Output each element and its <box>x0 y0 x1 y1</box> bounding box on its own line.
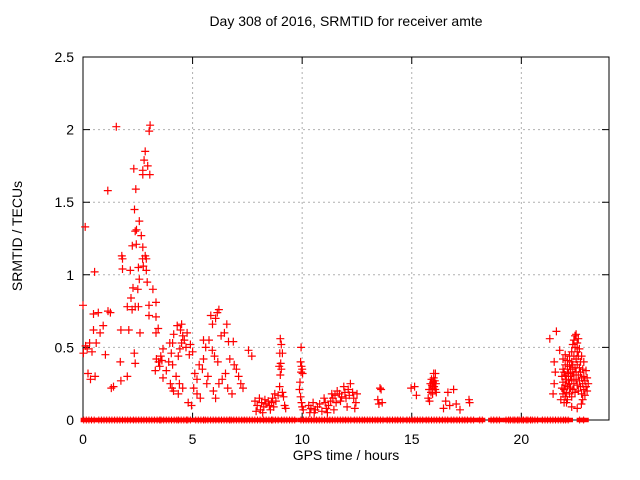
chart-title: Day 308 of 2016, SRMTID for receiver amt… <box>209 13 483 29</box>
x-tick-label: 0 <box>79 431 87 447</box>
y-tick-label: 2.5 <box>55 49 75 65</box>
x-tick-label: 10 <box>294 431 310 447</box>
plot-border <box>82 56 610 421</box>
y-tick-label: 1 <box>66 267 74 283</box>
x-tick-label: 20 <box>514 431 530 447</box>
scatter-points <box>79 121 593 417</box>
x-tick-label: 15 <box>404 431 420 447</box>
y-tick-label: 2 <box>66 122 74 138</box>
zero-band-markers <box>83 416 585 424</box>
y-tick-label: 1.5 <box>55 194 75 210</box>
y-tick-label: 0 <box>66 412 74 428</box>
y-tick-label: 0.5 <box>55 339 75 355</box>
x-tick-label: 5 <box>189 431 197 447</box>
x-axis-label: GPS time / hours <box>292 447 400 463</box>
axis-ticks <box>82 56 609 421</box>
